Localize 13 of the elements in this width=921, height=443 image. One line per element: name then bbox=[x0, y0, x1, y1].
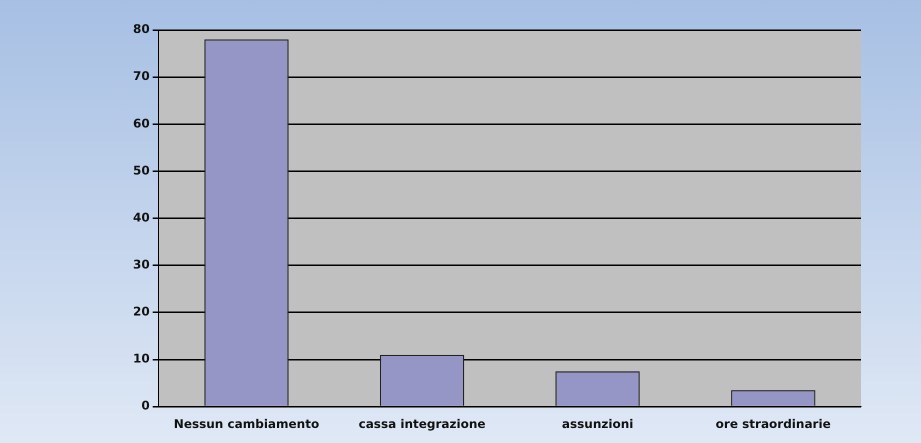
y-tick-label: 30 bbox=[132, 258, 150, 272]
x-tick-label: Nessun cambiamento bbox=[174, 416, 320, 431]
y-tick-label: 60 bbox=[132, 116, 150, 130]
x-tick-label: cassa integrazione bbox=[358, 416, 486, 431]
y-tick-label: 80 bbox=[132, 22, 150, 36]
y-tick-label: 0 bbox=[141, 398, 150, 413]
x-tick-label: assunzioni bbox=[562, 416, 634, 431]
y-tick-label: 10 bbox=[132, 352, 150, 366]
x-tick-label: ore straordinarie bbox=[716, 416, 831, 431]
y-tick-label: 20 bbox=[132, 304, 150, 319]
y-tick-label: 70 bbox=[132, 69, 150, 84]
y-tick-label: 40 bbox=[132, 210, 150, 224]
y-tick-label: 50 bbox=[132, 163, 150, 178]
